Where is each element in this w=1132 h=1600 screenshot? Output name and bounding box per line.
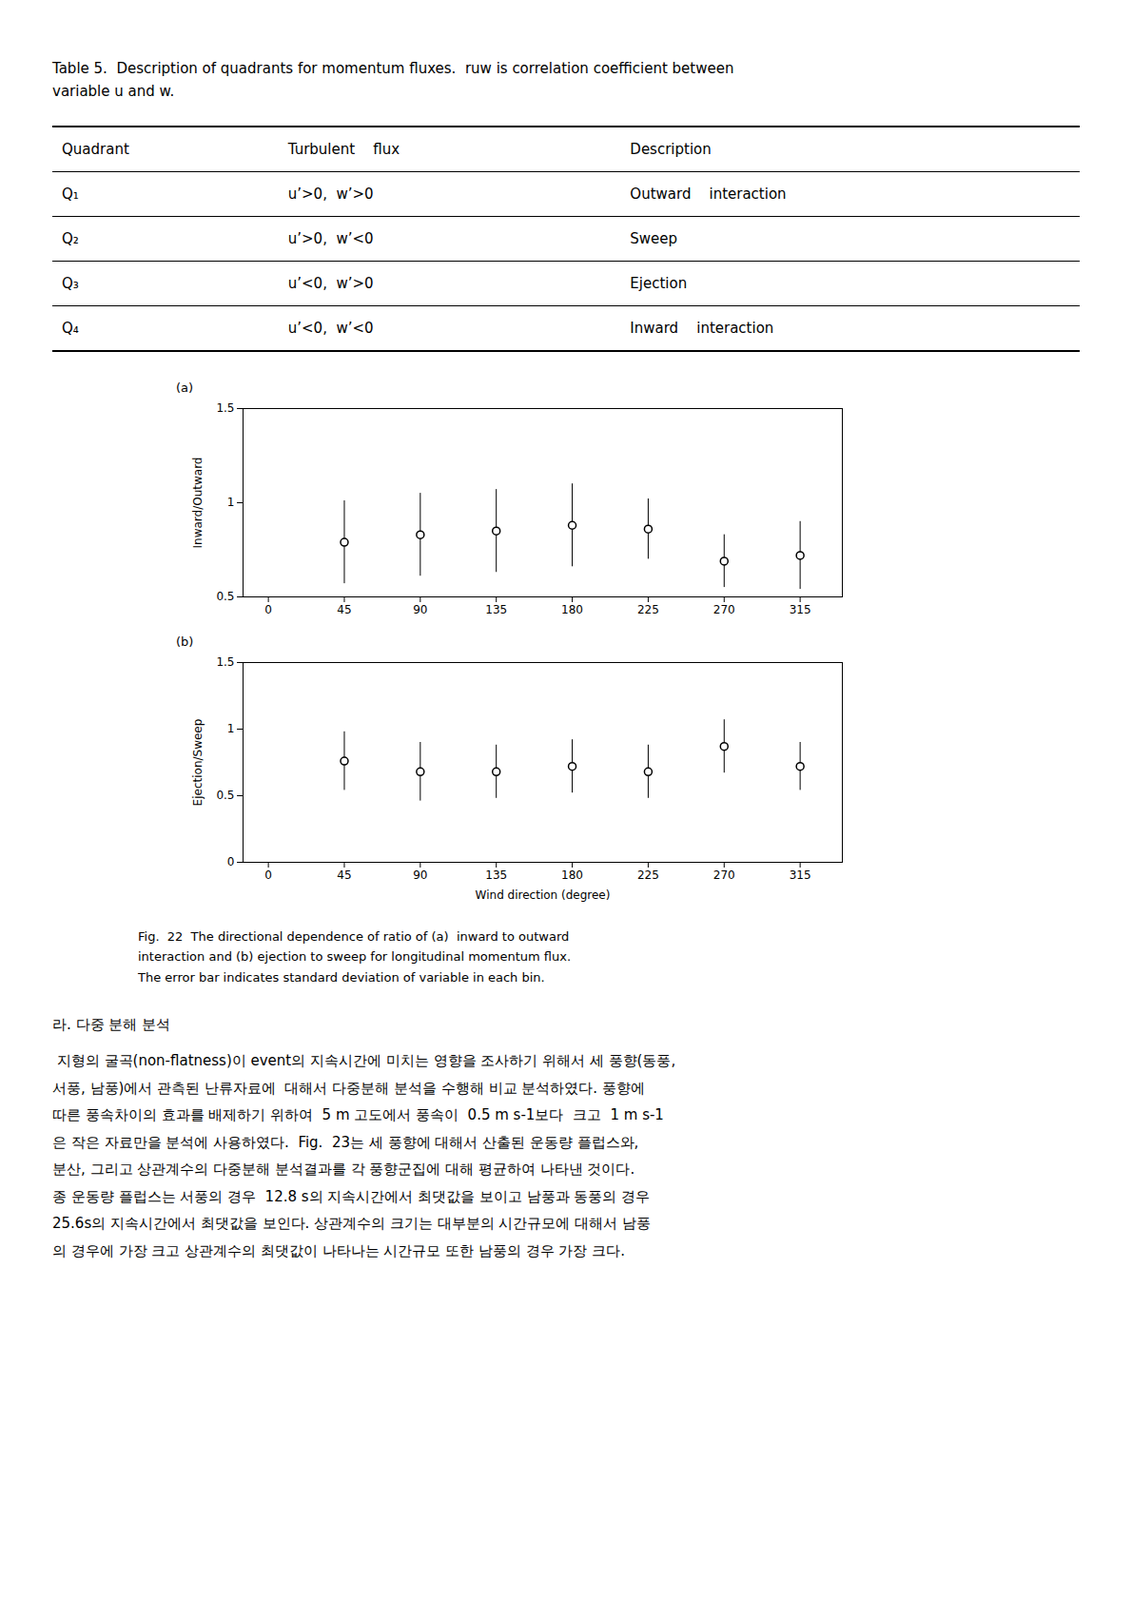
svg-text:Inward/Outward: Inward/Outward <box>191 457 205 549</box>
html-text:Description: Description <box>630 140 712 158</box>
svg-text:180: 180 <box>561 603 584 617</box>
html-text:서풍, 남풍)에서 관측된 난류자료에 대해서 다중분해 분: 서풍, 남풍)에서 관측된 난류자료에 대해서 다중분해 분석을 수행해 비교 … <box>52 1079 645 1097</box>
svg-text:45: 45 <box>336 868 352 882</box>
svg-text:0: 0 <box>264 603 273 617</box>
html-text:Turbulent flux: Turbulent flux <box>288 140 400 158</box>
html-text:u’<0, w’<0: u’<0, w’<0 <box>288 319 374 337</box>
svg-text:1.5: 1.5 <box>215 655 235 669</box>
html-text:interaction and (b) ejection t: interaction and (b) ejection to sweep fo… <box>137 949 571 965</box>
svg-text:270: 270 <box>713 603 736 617</box>
svg-text:0.5: 0.5 <box>215 589 235 604</box>
svg-text:Ejection/Sweep: Ejection/Sweep <box>191 719 205 807</box>
html-text:Outward interaction: Outward interaction <box>630 185 787 203</box>
svg-text:45: 45 <box>336 603 352 617</box>
html-text:지형의 굴곡(non-flatness)이 event의 지: 지형의 굴곡(non-flatness)이 event의 지속시간에 미치는 영… <box>52 1052 676 1070</box>
html-text:u’>0, w’<0: u’>0, w’<0 <box>288 230 374 248</box>
html-text:The error bar indicates standa: The error bar indicates standard deviati… <box>137 970 545 985</box>
html-text:25.6s의 지속시간에서 최댓값을 보인다. 상관계수의: 25.6s의 지속시간에서 최댓값을 보인다. 상관계수의 크기는 대부분의 시… <box>52 1215 651 1233</box>
svg-text:135: 135 <box>485 603 508 617</box>
html-text:Inward interaction: Inward interaction <box>630 319 774 337</box>
svg-text:135: 135 <box>485 868 508 882</box>
html-text:종 운동량 플럽스는 서풍의 경우 12.8 s의 지속시간: 종 운동량 플럽스는 서풍의 경우 12.8 s의 지속시간에서 최댓값을 보이… <box>52 1187 650 1206</box>
html-text:라. 다중 분해 분석: 라. 다중 분해 분석 <box>52 1016 171 1034</box>
svg-text:0: 0 <box>227 855 235 869</box>
html-text:Table 5. Description of quadra: Table 5. Description of quadrants for mo… <box>52 59 734 78</box>
svg-text:180: 180 <box>561 868 584 882</box>
html-text:의 경우에 가장 크고 상관계수의 최댓값이 나타나는 시간: 의 경우에 가장 크고 상관계수의 최댓값이 나타나는 시간규모 또한 남풍의 … <box>52 1242 625 1260</box>
svg-text:315: 315 <box>789 603 812 617</box>
svg-text:315: 315 <box>789 868 812 882</box>
html-text:Quadrant: Quadrant <box>61 140 130 158</box>
html-text:Fig. 22 The directional depend: Fig. 22 The directional dependence of ra… <box>137 929 570 944</box>
svg-text:270: 270 <box>713 868 736 882</box>
svg-text:225: 225 <box>637 603 660 617</box>
html-text:Q₃: Q₃ <box>61 274 79 293</box>
html-text:분산, 그리고 상관계수의 다중분해 분석결과를 각 풍향군: 분산, 그리고 상관계수의 다중분해 분석결과를 각 풍향군집에 대해 평균하여… <box>52 1160 635 1178</box>
html-text:Ejection: Ejection <box>630 274 688 293</box>
html-text:Q₂: Q₂ <box>61 230 79 248</box>
html-text:u’>0, w’>0: u’>0, w’>0 <box>288 185 374 203</box>
html-text:Q₄: Q₄ <box>61 319 79 337</box>
svg-text:0.5: 0.5 <box>215 788 235 802</box>
html-text:따른 풍속차이의 효과를 배제하기 위하여 5 m 고도에서: 따른 풍속차이의 효과를 배제하기 위하여 5 m 고도에서 풍속이 0.5 m… <box>52 1106 664 1124</box>
svg-text:1.5: 1.5 <box>215 401 235 415</box>
html-text:(b): (b) <box>175 634 194 649</box>
svg-text:1: 1 <box>227 495 235 509</box>
html-text:Q₁: Q₁ <box>61 185 79 203</box>
html-text:(a): (a) <box>175 380 194 395</box>
svg-text:225: 225 <box>637 868 660 882</box>
svg-text:Wind direction (degree): Wind direction (degree) <box>475 888 611 902</box>
html-text:variable u and w.: variable u and w. <box>52 82 175 100</box>
html-text:은 작은 자료만을 분석에 사용하였다. Fig. 23는: 은 작은 자료만을 분석에 사용하였다. Fig. 23는 세 풍향에 대해서 … <box>52 1133 639 1151</box>
html-text:u’<0, w’>0: u’<0, w’>0 <box>288 274 374 293</box>
html-text:Sweep: Sweep <box>630 230 678 248</box>
svg-text:0: 0 <box>264 868 273 882</box>
svg-text:90: 90 <box>412 603 428 617</box>
svg-text:1: 1 <box>227 722 235 736</box>
svg-text:90: 90 <box>412 868 428 882</box>
